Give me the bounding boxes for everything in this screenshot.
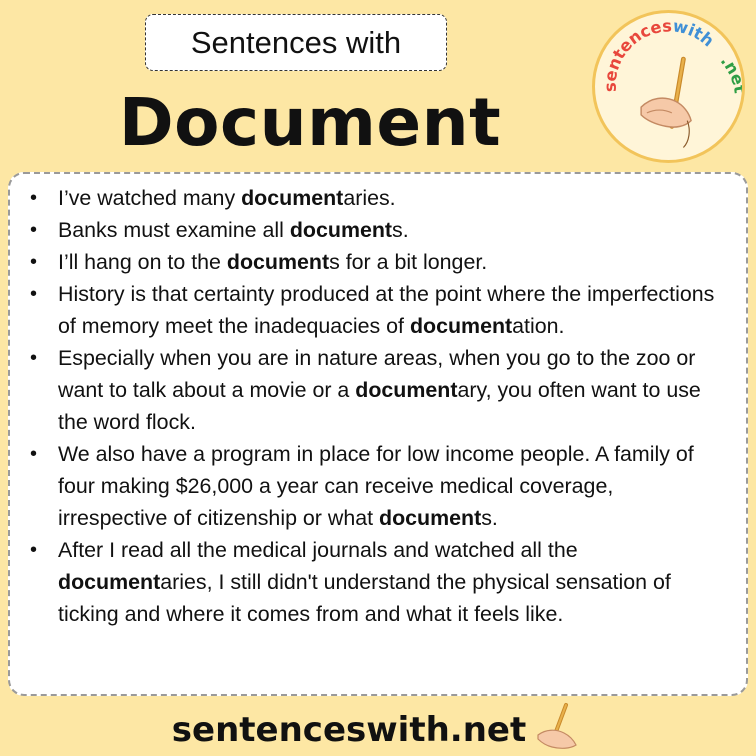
highlighted-word: document bbox=[355, 378, 458, 402]
sentence-item: • We also have a program in place for low… bbox=[10, 438, 746, 534]
sentence-item: • Banks must examine all documents. bbox=[10, 214, 746, 246]
sentence-text: History is that certainty produced at th… bbox=[58, 282, 715, 338]
highlighted-word: document bbox=[379, 506, 482, 530]
sentence-text: After I read all the medical journals an… bbox=[58, 538, 578, 562]
sentence-item: • Especially when you are in nature areas… bbox=[10, 342, 746, 438]
sentences-card: • I’ve watched many documentaries. • Banks … bbox=[8, 172, 748, 696]
sentence-text: I’ll hang on to the bbox=[58, 250, 227, 274]
bullet-icon: • bbox=[30, 187, 38, 209]
highlighted-word: document bbox=[241, 186, 344, 210]
highlighted-word: document bbox=[58, 570, 161, 594]
header-tag: Sentences with bbox=[145, 14, 447, 71]
logo-wordmark: sentenceswith bbox=[601, 16, 718, 92]
sentence-text: We also have a program in place for low … bbox=[58, 442, 694, 530]
sentence-text: s. bbox=[481, 506, 498, 530]
footer-site-name: sentenceswith.net bbox=[171, 710, 527, 750]
bullet-icon: • bbox=[30, 251, 38, 273]
site-logo: sentenceswith .net bbox=[592, 10, 745, 163]
logo-wordmark-net: .net bbox=[717, 51, 742, 95]
footer: sentenceswith.net bbox=[0, 703, 756, 752]
hand-pencil-icon bbox=[537, 703, 577, 749]
sentence-text: I’ve watched many bbox=[58, 186, 242, 210]
sentence-item: • After I read all the medical journals a… bbox=[10, 534, 746, 630]
highlighted-word: document bbox=[226, 250, 330, 274]
sentence-text: s for a bit longer. bbox=[329, 250, 488, 274]
page-title: Document bbox=[118, 84, 502, 161]
bullet-icon: • bbox=[30, 219, 38, 241]
sentence-text: Especially when you are in nature areas,… bbox=[58, 346, 696, 402]
bullet-icon: • bbox=[30, 539, 38, 561]
sentence-item: • History is that certainty produced at t… bbox=[10, 278, 746, 342]
bullet-icon: • bbox=[30, 443, 38, 465]
header-tag-text: Sentences with bbox=[190, 24, 402, 60]
sentence-text: ary, you often want to use the word floc… bbox=[58, 378, 701, 434]
sentence-item: • I’ll hang on to the documents for a bit… bbox=[10, 246, 746, 278]
highlighted-word: document bbox=[409, 314, 513, 338]
sentence-text: s. bbox=[392, 218, 409, 242]
sentence-text: Banks must examine all bbox=[58, 218, 290, 242]
highlighted-word: document bbox=[289, 218, 393, 242]
sentence-list: • I’ve watched many documentaries. • Banks … bbox=[10, 182, 746, 630]
sentence-item: • I’ve watched many documentaries. bbox=[10, 182, 746, 214]
hand-pencil-icon bbox=[640, 56, 692, 148]
logo-graphic: sentenceswith .net bbox=[601, 16, 742, 148]
bullet-icon: • bbox=[30, 347, 38, 369]
logo-wordmark-main: sentenceswith bbox=[601, 16, 718, 92]
sentence-text: aries. bbox=[343, 186, 396, 210]
bullet-icon: • bbox=[30, 283, 38, 305]
sentence-text: aries, I still didn't understand the phy… bbox=[58, 570, 671, 626]
sentence-text: ation. bbox=[512, 314, 565, 338]
